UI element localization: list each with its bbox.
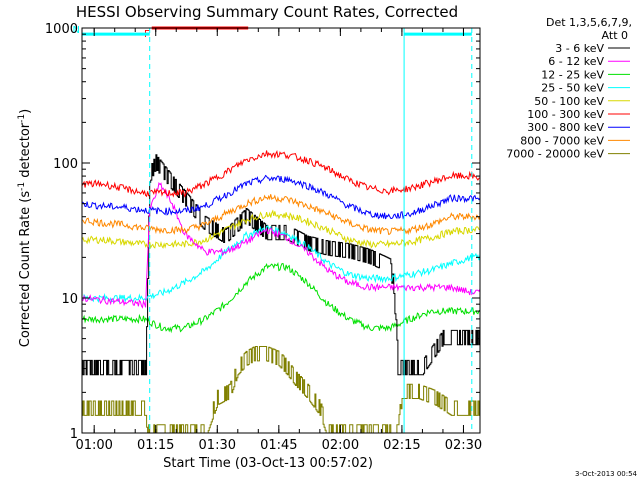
x-tick-label: 02:30 bbox=[445, 438, 482, 453]
x-tick-label: 01:45 bbox=[260, 438, 297, 453]
y-tick-label: 1000 bbox=[45, 22, 78, 37]
y-axis-label-main: Corrected Count Rate (s bbox=[18, 191, 33, 348]
axes: 01:00 01:15 01:30 01:45 02:00 02:15 02:30 1 10 10… bbox=[45, 22, 482, 453]
y-axis-label-sup: -1 bbox=[17, 114, 27, 123]
y-axis-label-end: ) bbox=[18, 109, 33, 114]
y-tick-label: 1 bbox=[70, 427, 78, 442]
plot-frame bbox=[81, 27, 481, 434]
x-tick-label: 02:00 bbox=[322, 438, 359, 453]
attenuator-label: Att 0 bbox=[602, 29, 628, 42]
x-axis-label: Start Time (03-Oct-13 00:57:02) bbox=[163, 456, 373, 471]
legend-label: 12 - 25 keV bbox=[541, 68, 604, 81]
legend-label: 300 - 800 keV bbox=[527, 121, 604, 134]
series-line bbox=[81, 182, 481, 309]
y-axis-label-mid: detector bbox=[18, 122, 33, 182]
legend-label: 800 - 7000 keV bbox=[520, 134, 604, 147]
series-line bbox=[81, 174, 481, 220]
detector-label: Det 1,3,5,6,7,9, bbox=[546, 16, 632, 29]
legend-label: 6 - 12 keV bbox=[548, 55, 604, 68]
legend-label: 3 - 6 keV bbox=[555, 42, 604, 55]
x-tick-label: 01:30 bbox=[199, 438, 236, 453]
legend-label: 100 - 300 keV bbox=[527, 108, 604, 121]
plot-area: FN bbox=[73, 25, 481, 434]
flag-label: N bbox=[73, 25, 80, 36]
legend-label: 25 - 50 keV bbox=[541, 82, 604, 95]
legend-label: 7000 - 20000 keV bbox=[506, 148, 604, 161]
footer-date: 3-Oct-2013 00:54 bbox=[575, 470, 638, 478]
y-axis-label-sup: -1 bbox=[17, 182, 27, 191]
legend-label: 50 - 100 keV bbox=[534, 95, 604, 108]
chart-title: HESSI Observing Summary Count Rates, Cor… bbox=[76, 3, 458, 21]
series-line bbox=[81, 262, 481, 334]
series-line bbox=[81, 194, 481, 236]
series-line bbox=[82, 154, 480, 376]
x-tick-label: 02:15 bbox=[383, 438, 420, 453]
y-axis-label: Corrected Count Rate (s-1 detector-1) bbox=[17, 109, 33, 347]
series-line bbox=[81, 149, 481, 198]
svg-text:Corrected Count Rate (s-1 dete: Corrected Count Rate (s-1 detector-1) bbox=[17, 109, 33, 347]
y-tick-label: 10 bbox=[61, 292, 78, 307]
series-line bbox=[81, 225, 481, 303]
series-line bbox=[82, 346, 481, 434]
x-tick-label: 01:15 bbox=[137, 438, 174, 453]
x-tick-label: 01:00 bbox=[75, 438, 112, 453]
y-tick-label: 100 bbox=[53, 157, 78, 172]
